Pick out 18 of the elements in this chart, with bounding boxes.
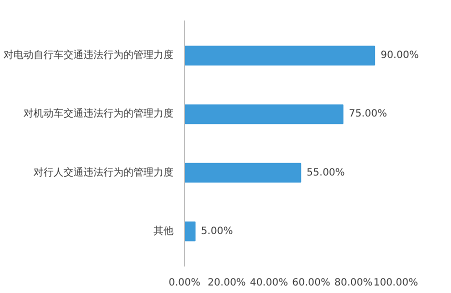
data-label: 55.00% [306, 167, 345, 178]
y-tick-label: 对行人交通违法行为的管理力度 [34, 166, 174, 178]
bar [184, 46, 376, 66]
data-label: 90.00% [380, 50, 419, 62]
data-label: 5.00% [201, 226, 233, 237]
x-tick-label: 20.00% [208, 278, 246, 288]
y-tick-label: 其他 [154, 224, 174, 237]
y-tick-label: 对电动自行车交通违法行为的管理力度 [4, 49, 174, 62]
bar [184, 221, 196, 242]
data-label: 75.00% [348, 108, 388, 120]
bar [184, 162, 302, 183]
x-tick-label: 80.00% [334, 278, 373, 288]
y-tick-label: 对机动车交通违法行为的管理力度 [24, 108, 174, 120]
x-tick-label: 40.00% [250, 278, 288, 288]
x-tick-label: 0.00% [168, 278, 200, 288]
x-tick-label: 60.00% [292, 278, 330, 288]
x-tick-label: 100.00% [373, 278, 418, 288]
bar [184, 104, 344, 124]
